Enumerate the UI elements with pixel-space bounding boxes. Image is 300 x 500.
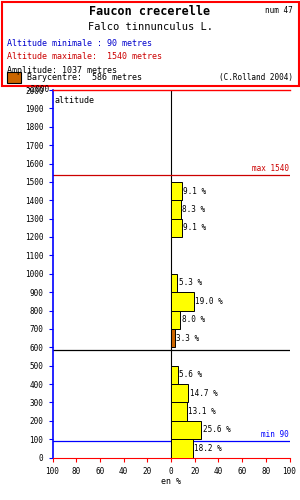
Text: 13.1 %: 13.1 % (188, 407, 216, 416)
Text: 25.6 %: 25.6 % (203, 426, 230, 434)
Bar (8, 72, 21, 83)
Text: min 90: min 90 (261, 430, 289, 439)
Text: 8.3 %: 8.3 % (182, 205, 206, 214)
Text: 19.0 %: 19.0 % (195, 297, 223, 306)
Bar (171, 310, 181, 329)
Bar (171, 182, 182, 200)
Text: 9.1 %: 9.1 % (183, 186, 206, 196)
Text: 18.2 %: 18.2 % (194, 444, 222, 453)
Text: Amplitude: 1037 metres: Amplitude: 1037 metres (8, 66, 117, 75)
Bar (171, 292, 194, 310)
Text: num 47: num 47 (265, 6, 292, 15)
Bar (171, 200, 181, 218)
X-axis label: en %: en % (161, 477, 181, 486)
Text: >2000: >2000 (27, 86, 50, 94)
Bar (171, 218, 182, 237)
Bar (171, 421, 201, 439)
Bar (171, 366, 178, 384)
Bar (171, 329, 175, 347)
Text: 5.6 %: 5.6 % (179, 370, 202, 380)
Text: 3.3 %: 3.3 % (176, 334, 200, 342)
Text: Altitude maximale:  1540 metres: Altitude maximale: 1540 metres (8, 52, 162, 62)
Text: Faucon crecerelle: Faucon crecerelle (89, 4, 211, 18)
Text: altitude: altitude (55, 96, 95, 104)
Bar (171, 274, 177, 292)
Bar (171, 402, 187, 421)
Bar (171, 384, 188, 402)
Bar (171, 439, 193, 458)
Text: 9.1 %: 9.1 % (183, 224, 206, 232)
Text: Altitude minimale : 90 metres: Altitude minimale : 90 metres (8, 39, 152, 48)
Text: 14.7 %: 14.7 % (190, 388, 218, 398)
Text: 8.0 %: 8.0 % (182, 315, 205, 324)
Text: max 1540: max 1540 (252, 164, 289, 172)
Text: (C.Rolland 2004): (C.Rolland 2004) (219, 73, 292, 82)
Text: Barycentre:  586 metres: Barycentre: 586 metres (27, 73, 142, 82)
Text: Falco tinnunculus L.: Falco tinnunculus L. (88, 22, 212, 32)
Text: 5.3 %: 5.3 % (179, 278, 202, 287)
